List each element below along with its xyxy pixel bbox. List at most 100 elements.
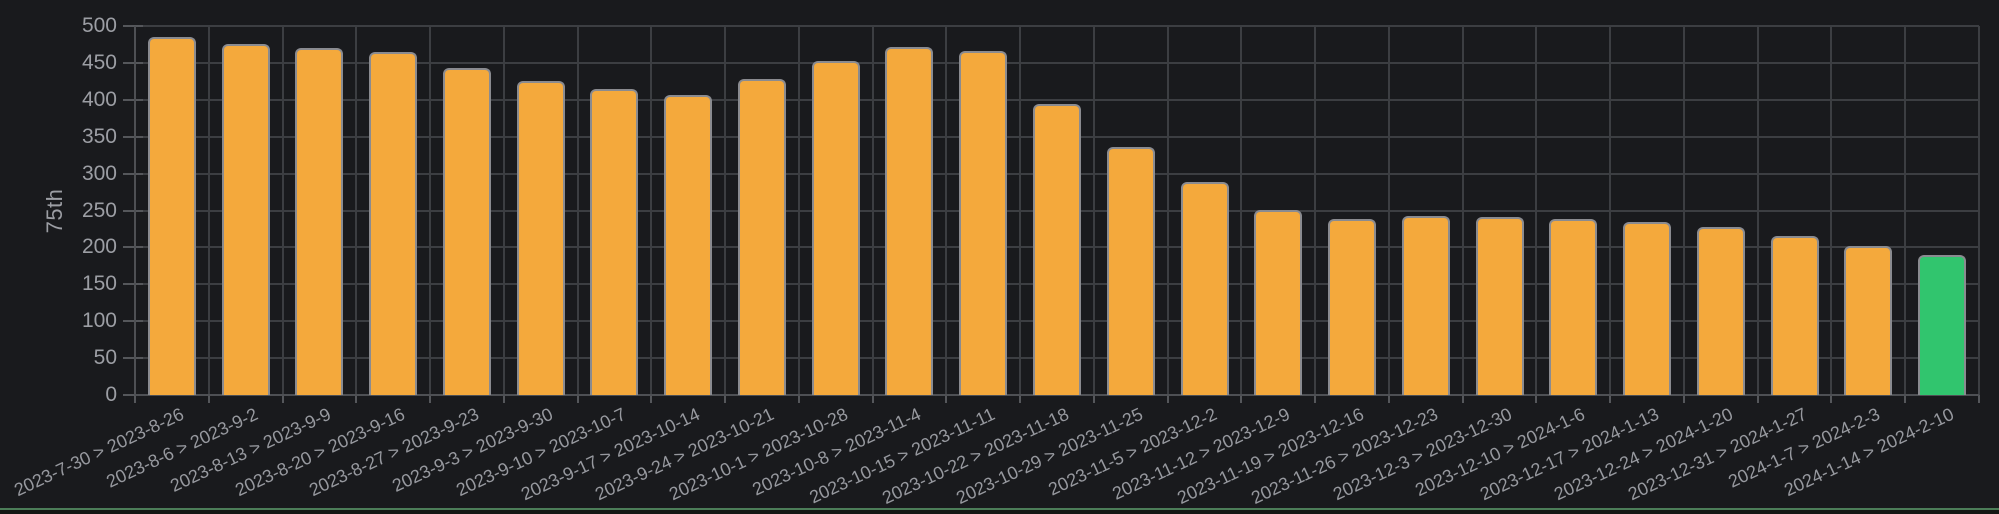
- x-axis-tick: [1019, 395, 1022, 403]
- bar[interactable]: [147, 37, 196, 395]
- x-axis-tick: [576, 395, 579, 403]
- x-axis-tick: [1609, 395, 1612, 403]
- x-axis-tick: [650, 395, 653, 403]
- gridline-horizontal: [135, 25, 1979, 27]
- y-axis-tick: [123, 209, 143, 212]
- gridline-vertical: [1314, 26, 1317, 395]
- gridline-vertical: [1240, 26, 1243, 395]
- next-panel-edge: [0, 508, 1999, 514]
- bar[interactable]: [1033, 104, 1081, 395]
- gridline-vertical: [576, 26, 579, 395]
- bar[interactable]: [369, 51, 418, 395]
- gridline-vertical: [1830, 26, 1833, 395]
- y-axis-tick: [123, 394, 143, 396]
- y-tick-label: 50: [93, 346, 117, 370]
- gridline-vertical: [502, 26, 505, 395]
- y-tick-label: 450: [81, 50, 117, 74]
- x-axis-tick: [1535, 395, 1538, 403]
- gridline-vertical: [1092, 26, 1095, 395]
- gridline-vertical: [871, 26, 874, 395]
- bar[interactable]: [1623, 222, 1672, 395]
- bar[interactable]: [664, 94, 713, 395]
- bar[interactable]: [221, 43, 270, 395]
- gridline-vertical: [1904, 26, 1907, 395]
- x-axis-tick: [945, 395, 948, 403]
- x-axis-tick: [207, 395, 210, 403]
- y-axis-tick: [123, 25, 143, 27]
- gridline-vertical: [1387, 26, 1390, 395]
- gridline-vertical: [281, 26, 284, 395]
- x-axis-tick: [1682, 395, 1685, 403]
- y-tick-label: 250: [81, 198, 117, 222]
- gridline-vertical: [945, 26, 948, 395]
- bar[interactable]: [295, 48, 344, 395]
- bar[interactable]: [1328, 218, 1377, 395]
- x-axis-tick: [1092, 395, 1095, 403]
- bar[interactable]: [516, 80, 565, 395]
- bar[interactable]: [1918, 254, 1967, 395]
- bar[interactable]: [590, 89, 639, 395]
- bar[interactable]: [1696, 227, 1745, 395]
- x-axis-tick: [1756, 395, 1759, 403]
- bar[interactable]: [811, 60, 860, 395]
- y-axis-tick: [123, 246, 143, 249]
- x-axis-tick: [134, 395, 136, 403]
- y-axis-line: [134, 26, 136, 395]
- bar[interactable]: [1180, 182, 1229, 395]
- bar[interactable]: [1401, 215, 1450, 395]
- y-tick-label: 500: [81, 14, 117, 37]
- x-axis-tick: [1166, 395, 1169, 403]
- gridline-vertical: [1978, 26, 1980, 395]
- gridline-vertical: [1535, 26, 1538, 395]
- gridline-horizontal: [135, 61, 1979, 64]
- x-axis-tick: [1461, 395, 1464, 403]
- gridline-vertical: [1019, 26, 1022, 395]
- gridline-vertical: [650, 26, 653, 395]
- x-axis-tick: [1387, 395, 1390, 403]
- bar[interactable]: [1549, 219, 1598, 395]
- gridline-vertical: [1756, 26, 1759, 395]
- y-tick-label: 0: [105, 383, 117, 406]
- x-axis-tick: [1978, 395, 1980, 403]
- x-axis-tick: [1240, 395, 1243, 403]
- y-axis-tick: [123, 320, 143, 323]
- y-axis-tick: [123, 283, 143, 286]
- x-axis-tick: [355, 395, 358, 403]
- gridline-vertical: [724, 26, 727, 395]
- x-axis-tick: [1314, 395, 1317, 403]
- gridline-vertical: [797, 26, 800, 395]
- y-tick-label: 400: [81, 87, 117, 111]
- x-axis-line: [135, 394, 1979, 396]
- y-tick-label: 300: [81, 161, 117, 185]
- y-tick-label: 200: [81, 235, 117, 259]
- y-tick-label: 350: [81, 124, 117, 148]
- x-axis-tick: [871, 395, 874, 403]
- gridline-horizontal: [135, 98, 1979, 101]
- gridline-vertical: [1461, 26, 1464, 395]
- bar[interactable]: [1106, 147, 1155, 395]
- bar[interactable]: [885, 46, 934, 395]
- gridline-vertical: [207, 26, 210, 395]
- panel-divider-line: [0, 508, 1999, 510]
- y-axis-tick: [123, 172, 143, 175]
- bar[interactable]: [1844, 245, 1893, 395]
- y-tick-label: 100: [81, 309, 117, 333]
- y-axis-tick: [123, 61, 143, 64]
- x-axis-tick: [724, 395, 727, 403]
- y-axis-tick: [123, 135, 143, 138]
- y-tick-label: 150: [81, 272, 117, 296]
- x-axis-tick: [1830, 395, 1833, 403]
- bar[interactable]: [1770, 235, 1819, 395]
- x-axis-tick: [281, 395, 284, 403]
- bar[interactable]: [959, 51, 1008, 395]
- bar[interactable]: [737, 79, 786, 395]
- y-axis-tick: [123, 357, 143, 360]
- y-axis-tick: [123, 98, 143, 101]
- gridline-vertical: [1682, 26, 1685, 395]
- gridline-vertical: [1609, 26, 1612, 395]
- x-axis-tick: [797, 395, 800, 403]
- bar[interactable]: [1254, 209, 1303, 395]
- bar[interactable]: [1475, 217, 1524, 395]
- bar[interactable]: [442, 68, 491, 395]
- gridline-vertical: [355, 26, 358, 395]
